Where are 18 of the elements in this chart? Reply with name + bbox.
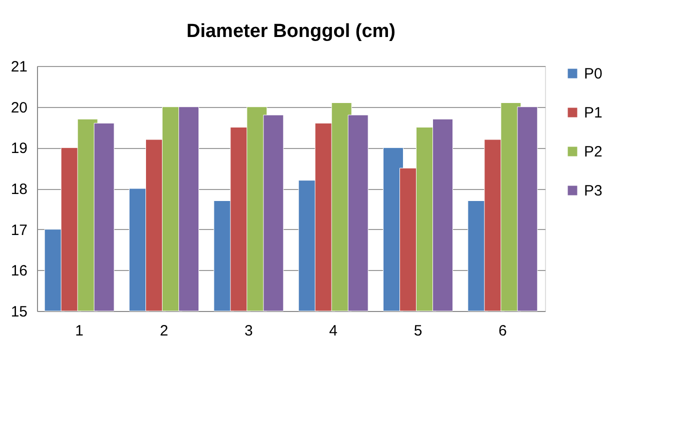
x-tick-label: 1 bbox=[75, 322, 84, 340]
y-tick-label: 21 bbox=[10, 58, 28, 76]
x-tick-label: 6 bbox=[498, 322, 507, 340]
legend-label: P1 bbox=[584, 104, 602, 122]
x-tick-label: 4 bbox=[329, 322, 338, 340]
legend-label: P2 bbox=[584, 144, 602, 160]
y-tick-label: 16 bbox=[10, 262, 28, 280]
y-tick-label: 20 bbox=[10, 99, 28, 116]
legend-label: P0 bbox=[584, 66, 602, 82]
y-tick-label: 17 bbox=[10, 222, 28, 239]
x-tick-label: 5 bbox=[414, 322, 422, 340]
x-tick-label: 3 bbox=[244, 322, 253, 340]
y-tick-label: 18 bbox=[10, 181, 28, 198]
y-tick-label: 19 bbox=[10, 140, 28, 158]
x-tick-label: 2 bbox=[160, 322, 168, 340]
legend-label: P3 bbox=[584, 182, 602, 200]
y-tick-label: 15 bbox=[10, 304, 28, 320]
chart-title: Diameter Bonggol (cm) bbox=[186, 21, 396, 42]
